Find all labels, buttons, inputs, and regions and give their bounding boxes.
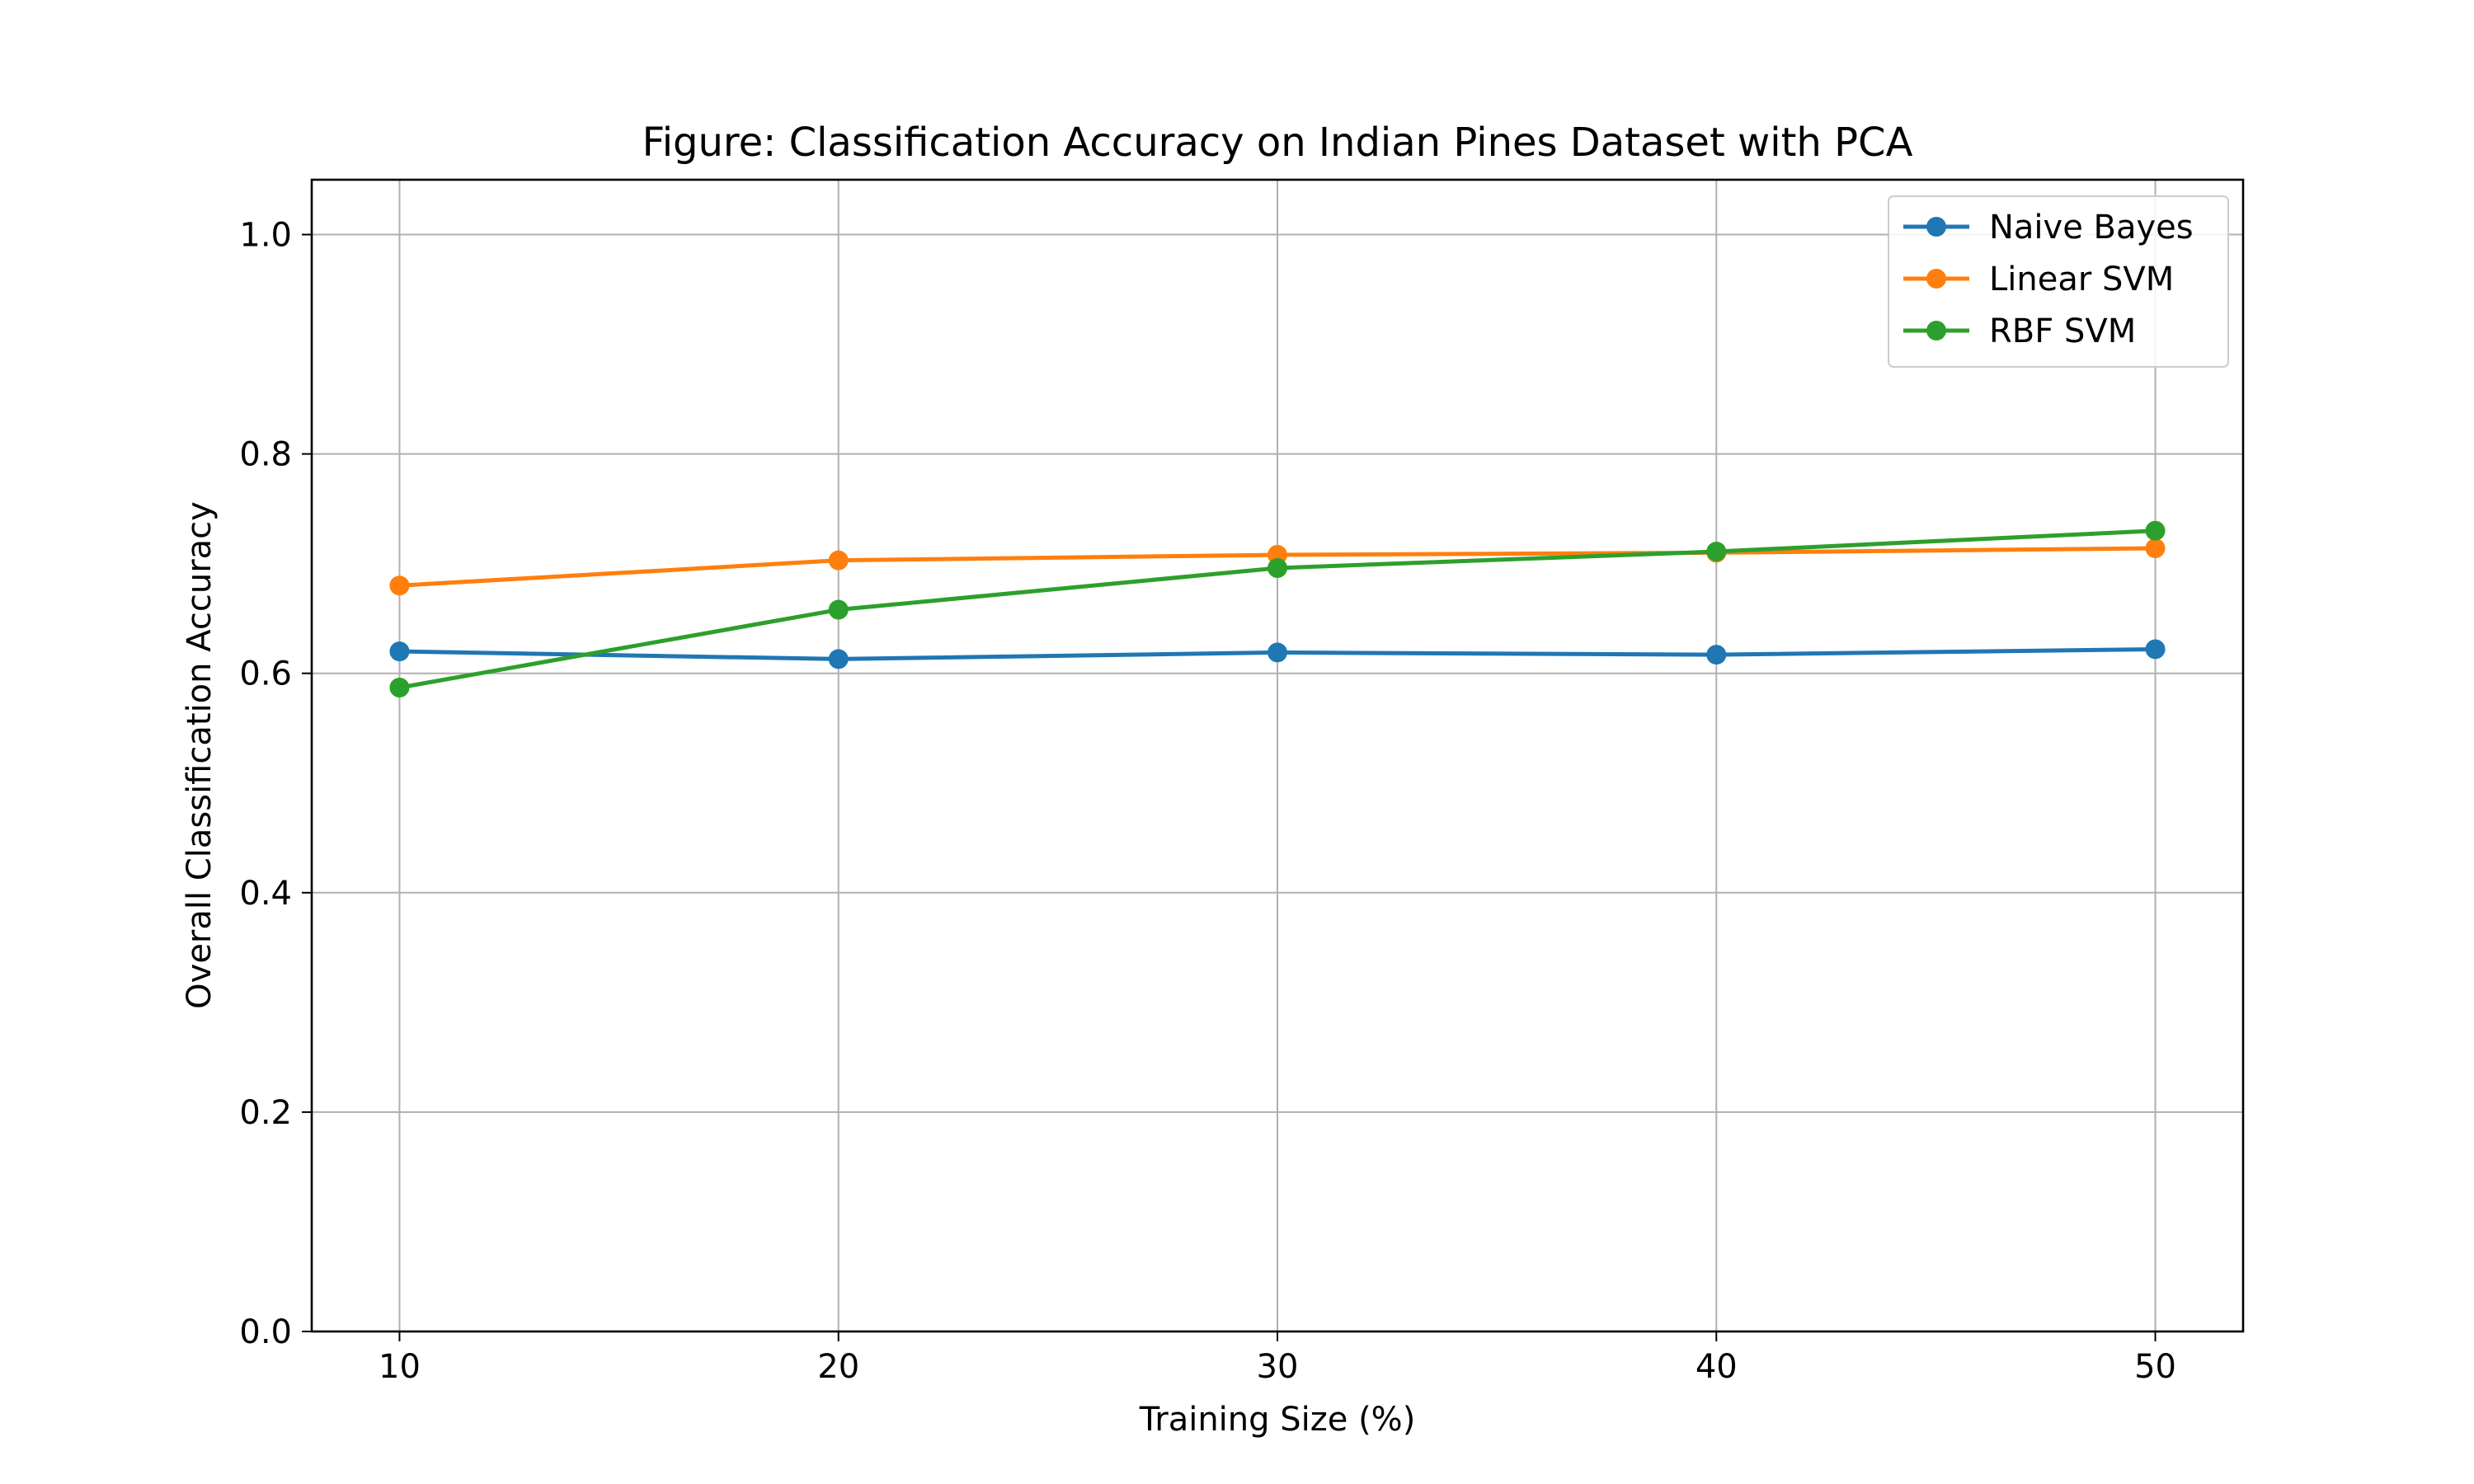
y-tick-label: 0.8 [239,436,292,474]
x-tick-label: 30 [1257,1348,1299,1386]
x-tick-label: 10 [379,1348,421,1386]
y-tick-label: 0.4 [239,875,292,913]
data-point-rbf-svm [389,678,410,698]
series-group [389,520,2166,698]
y-tick-label: 0.2 [239,1094,292,1132]
x-tick-label: 50 [2134,1348,2176,1386]
y-tick-label: 0.6 [239,655,292,693]
legend-marker [1926,217,1946,237]
x-tick-label: 20 [817,1348,859,1386]
data-point-rbf-svm [2145,520,2166,541]
legend-marker [1926,321,1946,340]
y-axis-label: Overall Classification Accuracy [181,501,219,1009]
legend-label: Naive Bayes [1989,209,2194,247]
x-axis-label: Training Size (%) [1139,1401,1416,1439]
chart-title: Figure: Classification Accuracy on India… [642,120,1913,166]
data-point-rbf-svm [1268,557,1287,578]
data-point-linear-svm [2145,538,2166,559]
legend: Naive Bayes Linear SVM RBF SVM [1888,195,2229,368]
axis-ticks: 10 20 30 40 50 0.0 0.2 0.4 0.6 0.8 1.0 [239,217,2176,1386]
data-point-rbf-svm [1706,542,1727,562]
data-point-linear-svm [828,550,849,571]
legend-marker [1926,269,1946,289]
legend-label: RBF SVM [1989,312,2136,350]
data-point-naive-bayes [1706,645,1727,665]
y-tick-label: 1.0 [239,217,292,255]
data-point-naive-bayes [828,649,849,669]
legend-box [1888,195,2229,368]
data-point-naive-bayes [389,641,410,662]
legend-label: Linear SVM [1989,261,2174,298]
data-point-naive-bayes [2145,639,2166,660]
x-tick-label: 40 [1696,1348,1738,1386]
data-point-linear-svm [389,575,410,596]
data-point-naive-bayes [1268,642,1287,663]
y-tick-label: 0.0 [239,1313,292,1351]
data-point-rbf-svm [828,599,849,620]
